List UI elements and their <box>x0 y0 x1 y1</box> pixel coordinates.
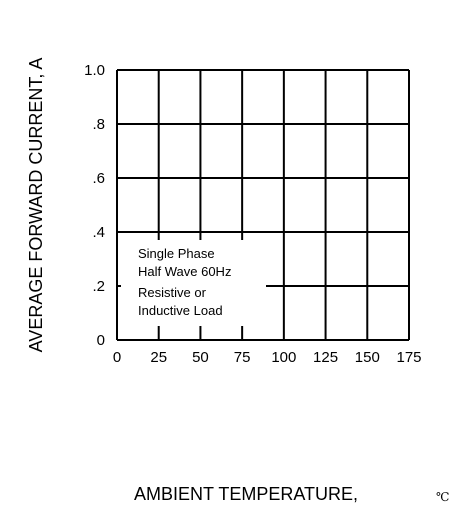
y-tick-labels: 0 .2 .4 .6 .8 1.0 <box>84 62 105 349</box>
annotation-line-4: Inductive Load <box>138 303 223 318</box>
x-tick-label: 25 <box>150 349 167 366</box>
x-tick-label: 175 <box>396 349 421 366</box>
x-tick-labels: 0 25 50 75 100 125 150 175 <box>113 349 422 366</box>
y-tick-label: 1.0 <box>84 62 105 79</box>
annotation-box <box>121 240 266 326</box>
x-tick-label: 150 <box>355 349 380 366</box>
annotation-line-2: Half Wave 60Hz <box>138 264 231 279</box>
x-axis-title: AMBIENT TEMPERATURE, <box>134 484 358 504</box>
annotation-line-3: Resistive or <box>138 285 207 300</box>
x-tick-label: 75 <box>234 349 251 366</box>
y-tick-label: 0 <box>97 332 105 349</box>
y-tick-label: .4 <box>92 224 105 241</box>
y-axis-title: AVERAGE FORWARD CURRENT, A <box>26 58 46 353</box>
x-tick-label: 50 <box>192 349 209 366</box>
annotation-line-1: Single Phase <box>138 246 215 261</box>
grid <box>116 69 410 341</box>
x-tick-label: 100 <box>271 349 296 366</box>
x-tick-label: 125 <box>313 349 338 366</box>
y-tick-label: .2 <box>92 278 105 295</box>
x-axis-unit: ℃ <box>436 490 449 504</box>
y-tick-label: .8 <box>92 116 105 133</box>
x-tick-label: 0 <box>113 349 121 366</box>
y-tick-label: .6 <box>92 170 105 187</box>
